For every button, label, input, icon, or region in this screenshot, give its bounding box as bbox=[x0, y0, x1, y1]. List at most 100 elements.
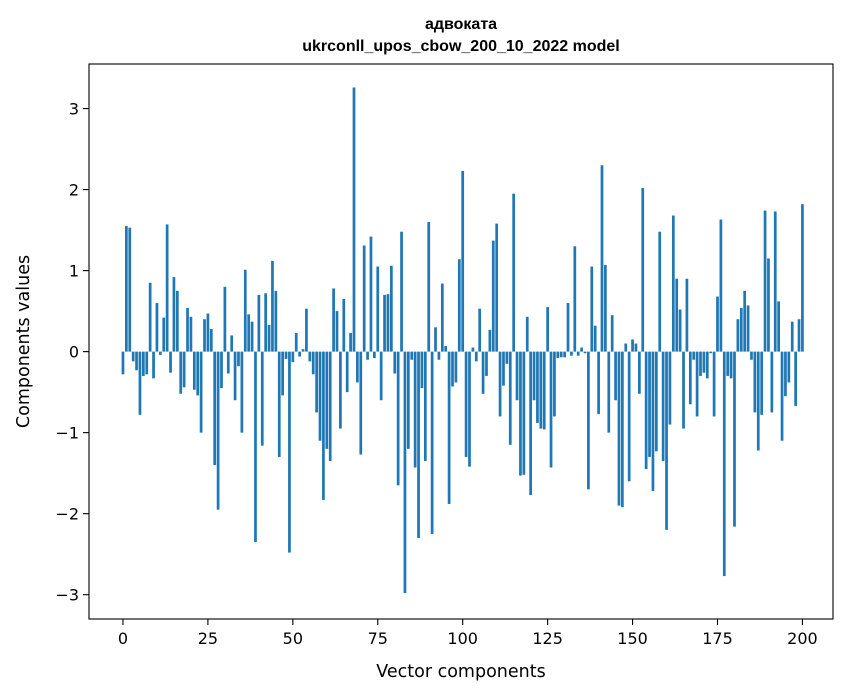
bar-132 bbox=[570, 352, 573, 356]
bar-96 bbox=[448, 352, 451, 504]
x-tick-label: 100 bbox=[447, 629, 478, 648]
chart-title-line1: адвоката bbox=[425, 16, 497, 33]
bar-73 bbox=[370, 237, 373, 352]
bar-39 bbox=[254, 352, 257, 542]
bar-77 bbox=[383, 295, 386, 352]
bar-5 bbox=[139, 352, 142, 415]
bar-4 bbox=[135, 352, 138, 371]
bar-76 bbox=[380, 352, 383, 401]
bar-177 bbox=[723, 352, 726, 576]
bar-120 bbox=[529, 352, 532, 495]
bar-23 bbox=[200, 352, 203, 433]
bar-109 bbox=[492, 241, 495, 352]
chart: адвоката ukrconll_upos_cbow_200_10_2022 … bbox=[0, 0, 847, 696]
bar-28 bbox=[217, 352, 220, 510]
bar-111 bbox=[499, 352, 502, 417]
bar-102 bbox=[468, 352, 471, 467]
bar-119 bbox=[526, 317, 529, 352]
bar-192 bbox=[774, 211, 777, 351]
bar-104 bbox=[475, 352, 478, 362]
bar-21 bbox=[193, 352, 196, 390]
bar-66 bbox=[346, 352, 349, 393]
x-tick-label: 50 bbox=[283, 629, 303, 648]
bar-166 bbox=[686, 279, 689, 352]
bar-121 bbox=[533, 352, 536, 401]
x-tick-label: 175 bbox=[702, 629, 733, 648]
bar-88 bbox=[421, 352, 424, 388]
bar-15 bbox=[173, 277, 176, 352]
bar-103 bbox=[472, 348, 475, 352]
bar-37 bbox=[247, 314, 250, 351]
bar-197 bbox=[791, 322, 794, 352]
bar-135 bbox=[580, 348, 583, 352]
bar-182 bbox=[740, 308, 743, 352]
bar-196 bbox=[787, 352, 790, 383]
bar-126 bbox=[550, 352, 553, 468]
bar-43 bbox=[268, 325, 271, 352]
bar-9 bbox=[152, 352, 155, 379]
bar-173 bbox=[709, 352, 712, 354]
y-tick-label: 3 bbox=[69, 100, 79, 119]
x-axis-label: Vector components bbox=[376, 662, 545, 682]
bar-45 bbox=[274, 291, 277, 352]
bar-138 bbox=[590, 267, 593, 352]
bar-1 bbox=[125, 226, 128, 352]
x-tick-label: 0 bbox=[118, 629, 128, 648]
y-tick-label: −3 bbox=[55, 586, 79, 605]
bar-143 bbox=[607, 352, 610, 433]
bar-42 bbox=[264, 293, 267, 351]
bar-29 bbox=[220, 352, 223, 388]
bar-53 bbox=[302, 349, 305, 351]
bar-17 bbox=[179, 352, 182, 394]
bar-92 bbox=[434, 327, 437, 351]
bar-40 bbox=[258, 295, 261, 352]
bar-149 bbox=[628, 352, 631, 482]
bar-26 bbox=[210, 329, 213, 352]
bar-101 bbox=[465, 352, 468, 457]
bar-71 bbox=[363, 245, 366, 351]
bar-68 bbox=[353, 88, 356, 352]
bar-25 bbox=[207, 314, 210, 352]
bar-128 bbox=[556, 352, 559, 358]
bar-46 bbox=[278, 352, 281, 457]
bar-8 bbox=[149, 283, 152, 352]
bar-35 bbox=[241, 352, 244, 433]
bar-165 bbox=[682, 352, 685, 429]
bar-150 bbox=[631, 339, 634, 351]
bar-74 bbox=[373, 352, 376, 358]
bar-105 bbox=[478, 309, 481, 352]
bar-61 bbox=[329, 352, 332, 461]
bar-78 bbox=[387, 294, 390, 352]
bar-172 bbox=[706, 352, 709, 379]
bar-158 bbox=[658, 232, 661, 352]
bar-137 bbox=[587, 352, 590, 490]
bar-24 bbox=[203, 319, 206, 351]
bar-85 bbox=[410, 352, 413, 360]
bar-54 bbox=[305, 309, 308, 352]
bar-62 bbox=[332, 288, 335, 351]
bar-7 bbox=[145, 352, 148, 375]
bar-187 bbox=[757, 352, 760, 451]
bar-176 bbox=[720, 220, 723, 352]
bar-152 bbox=[638, 352, 641, 394]
bar-159 bbox=[662, 352, 665, 461]
bar-16 bbox=[176, 291, 179, 352]
bar-122 bbox=[536, 352, 539, 423]
bar-18 bbox=[183, 352, 186, 388]
bar-190 bbox=[767, 258, 770, 351]
bar-181 bbox=[737, 319, 740, 351]
bar-191 bbox=[770, 352, 773, 413]
bar-179 bbox=[730, 352, 733, 379]
bar-90 bbox=[427, 222, 430, 352]
bar-80 bbox=[393, 352, 396, 374]
bar-199 bbox=[798, 319, 801, 351]
bar-162 bbox=[672, 216, 675, 352]
bar-3 bbox=[132, 352, 135, 362]
bar-14 bbox=[169, 352, 172, 373]
bar-93 bbox=[438, 352, 441, 360]
x-tick-label: 75 bbox=[368, 629, 388, 648]
bar-97 bbox=[451, 352, 454, 387]
y-tick-label: −1 bbox=[55, 424, 79, 443]
x-tick-label: 200 bbox=[787, 629, 818, 648]
bar-171 bbox=[703, 352, 706, 373]
